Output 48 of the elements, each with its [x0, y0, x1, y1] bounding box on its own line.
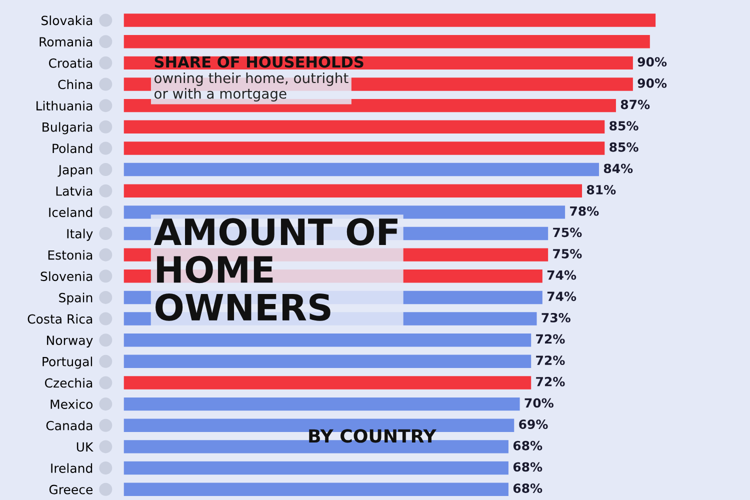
text: BY COUNTRY [309, 429, 436, 443]
y-tick-label: Lithuania [36, 100, 92, 110]
data-label: 68% [513, 462, 542, 472]
y-tick-label: Japan [58, 165, 92, 177]
annotation: SHARE OF HOUSEHOLDS [154, 56, 364, 68]
data-label: 87% [620, 100, 650, 110]
y-tick-label: Slovenia [40, 271, 92, 282]
data-label: 85% [610, 121, 638, 131]
y-tick-label: Canada [46, 420, 92, 430]
y-tick-label: Estonia [48, 250, 92, 260]
data-label: 74% [547, 270, 576, 280]
data-label: 78% [570, 206, 599, 216]
y-tick-label: Croatia [48, 58, 92, 68]
data-label: 72% [536, 376, 565, 386]
y-tick-label: Spain [59, 292, 92, 305]
data-label: 81% [586, 185, 616, 194]
text: AMOUNT OF HOME OWNERS [154, 218, 398, 321]
data-label: 72% [536, 334, 565, 344]
y-tick-label: Slovakia [42, 16, 92, 26]
y-tick-label: Bulgaria [42, 122, 92, 134]
y-tick-label: Costa Rica [28, 314, 92, 324]
y-tick-label: Ireland [51, 463, 92, 473]
y-tick-label: Czechia [44, 378, 92, 388]
data-label: 85% [610, 142, 638, 152]
data-label: 68% [513, 484, 542, 493]
data-label: 68% [513, 440, 542, 450]
y-tick-label: Italy [67, 228, 93, 241]
annotation: owning their home, outright or with a mortgage [154, 72, 348, 102]
data-label: 75% [553, 228, 582, 238]
data-label: 90% [638, 57, 667, 67]
data-label: 69% [519, 420, 548, 430]
data-label: 72% [536, 356, 565, 366]
y-tick-label: Greece [49, 484, 93, 494]
y-tick-label: Norway [47, 336, 93, 348]
data-label: 90% [638, 78, 667, 88]
data-label: 74% [547, 292, 576, 302]
data-label: 75% [553, 248, 582, 258]
y-tick-label: UK [76, 442, 94, 452]
data-label: 70% [524, 398, 554, 408]
y-tick-label: Iceland [49, 207, 92, 218]
y-tick-label: Portugal [42, 356, 92, 369]
data-label: 84% [604, 164, 633, 174]
y-tick-label: Romania [40, 36, 92, 47]
y-tick-label: Poland [52, 143, 92, 154]
y-tick-label: Latvia [56, 186, 92, 196]
y-tick-label: China [58, 80, 92, 90]
y-tick-label: Mexico [50, 399, 93, 409]
data-label: 73% [542, 312, 570, 322]
